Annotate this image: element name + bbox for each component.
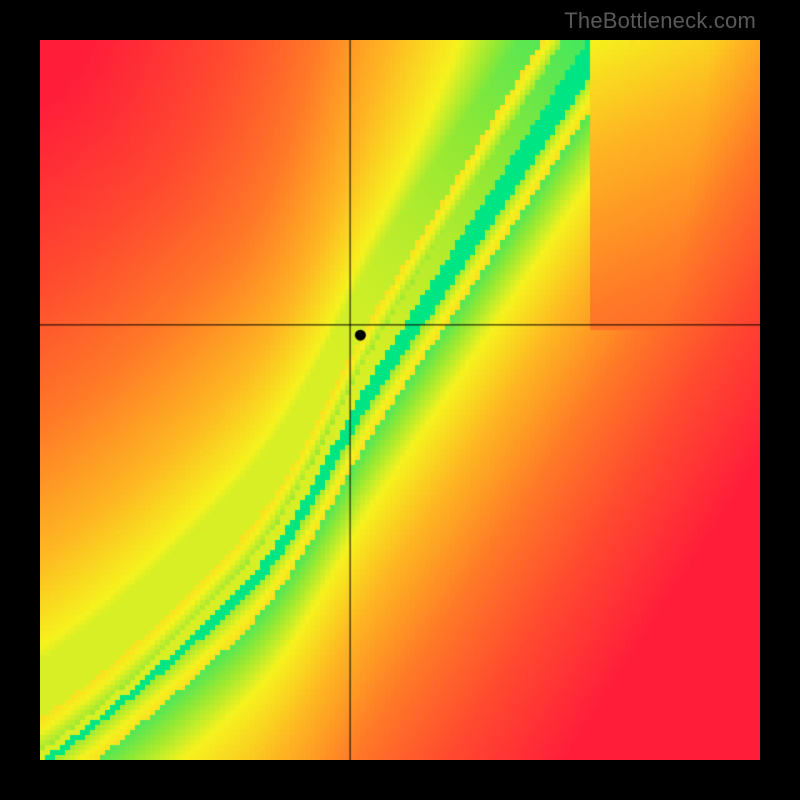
watermark-text: TheBottleneck.com: [564, 8, 756, 34]
figure-frame: TheBottleneck.com: [0, 0, 800, 800]
heatmap-canvas: [40, 40, 760, 760]
heatmap-plot: [40, 40, 760, 760]
